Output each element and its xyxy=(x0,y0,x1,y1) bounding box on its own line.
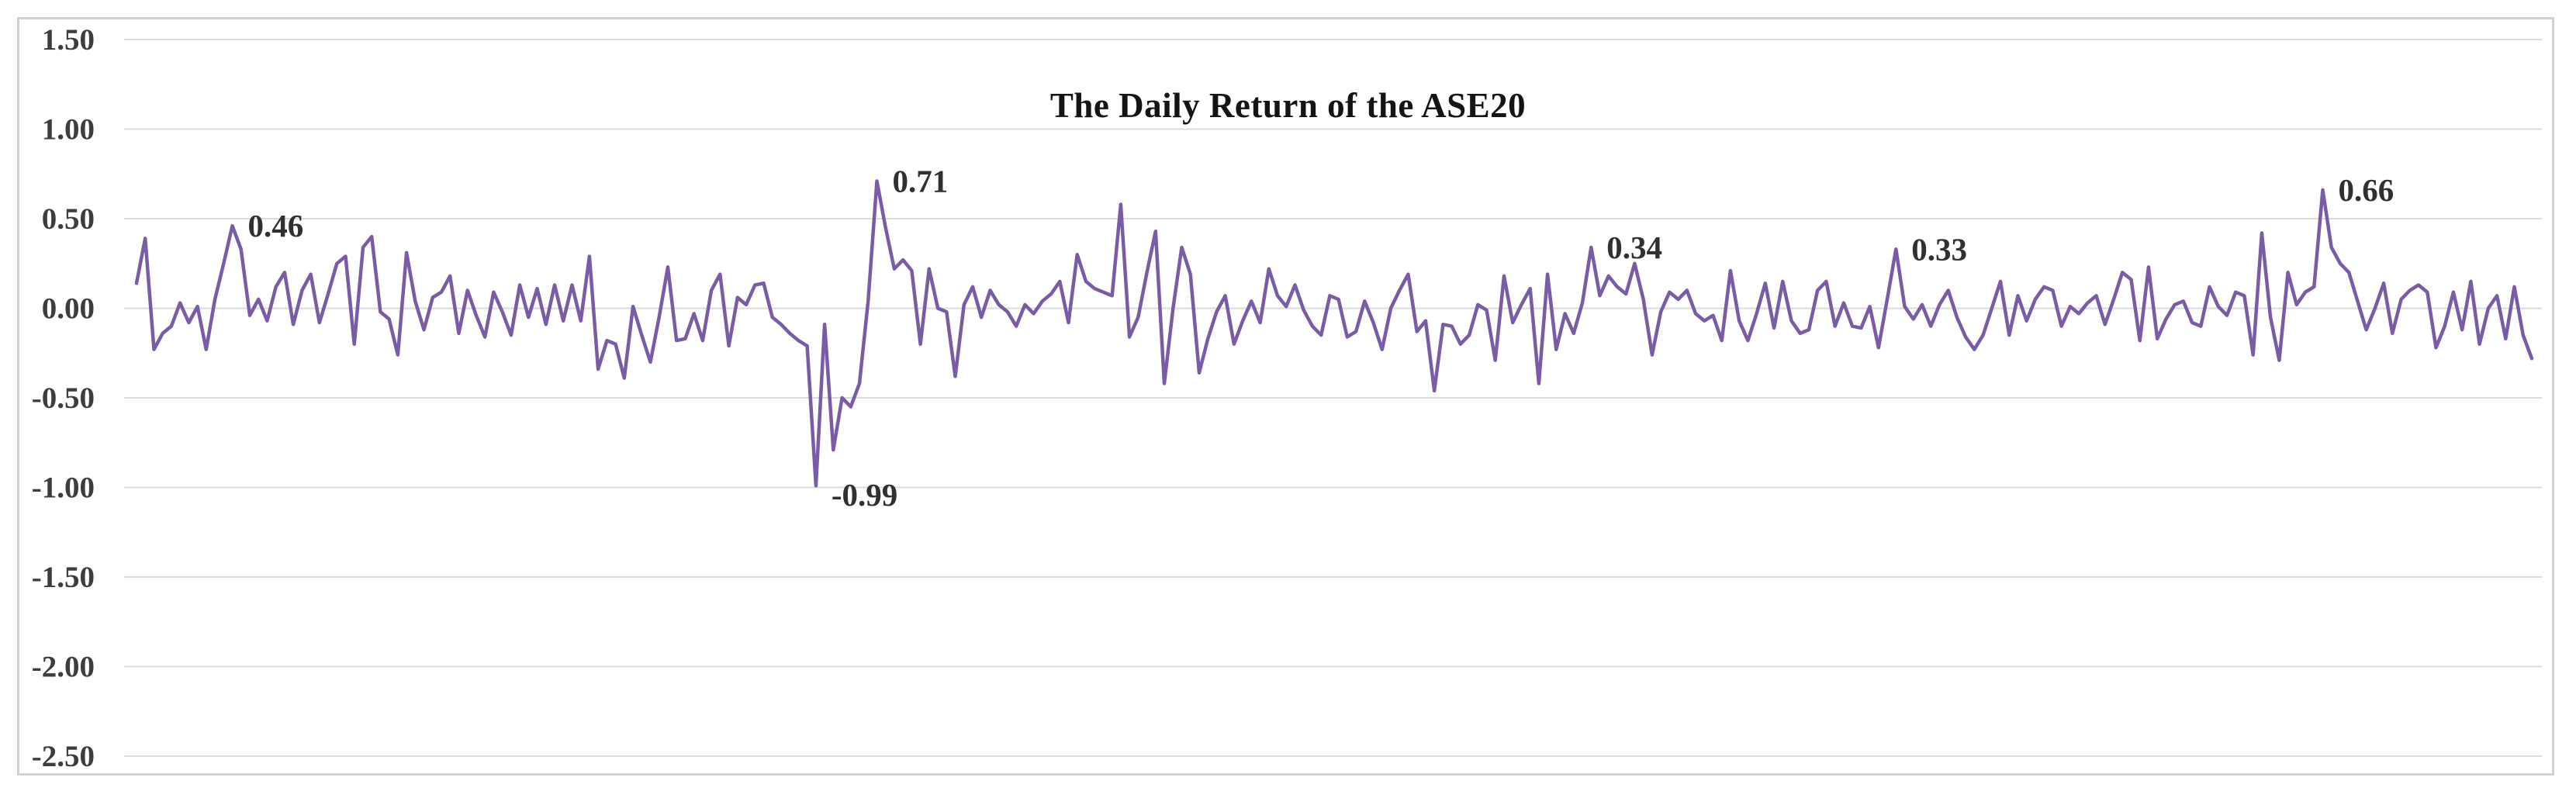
chart-frame xyxy=(17,17,2554,776)
y-axis-tick-label: 1.50 xyxy=(42,23,95,57)
data-label: 0.34 xyxy=(1606,230,1662,265)
y-axis-tick-label: 0.00 xyxy=(42,292,95,326)
gridlines xyxy=(124,39,2542,757)
y-axis-tick-label: -1.50 xyxy=(32,561,95,594)
y-axis-tick-label: -2.50 xyxy=(32,740,95,773)
y-axis-tick-label: -0.50 xyxy=(32,382,95,415)
series-line-ase20 xyxy=(134,179,2534,488)
y-axis-tick-label: -1.00 xyxy=(32,472,95,505)
y-axis-tick-label: 1.00 xyxy=(42,113,95,147)
data-label: -0.99 xyxy=(832,477,897,513)
series-group xyxy=(134,179,2534,488)
chart-title: The Daily Return of the ASE20 xyxy=(1049,86,1527,125)
y-axis-tick-label: 0.50 xyxy=(42,202,95,236)
y-axis-tick-label: -2.00 xyxy=(32,651,95,684)
data-label: 0.71 xyxy=(892,163,948,199)
y-axis-tick-labels: 1.50 1.00 0.50 0.00 -0.50 -1.00 -1.50 -2.00 -2.5… xyxy=(32,23,95,773)
data-labels: 0.46 -0.99 0.71 0.34 0.33 0.66 xyxy=(248,163,2394,513)
data-label: 0.33 xyxy=(1911,231,1967,267)
data-label: 0.66 xyxy=(2339,172,2394,208)
data-label: 0.46 xyxy=(248,208,304,244)
